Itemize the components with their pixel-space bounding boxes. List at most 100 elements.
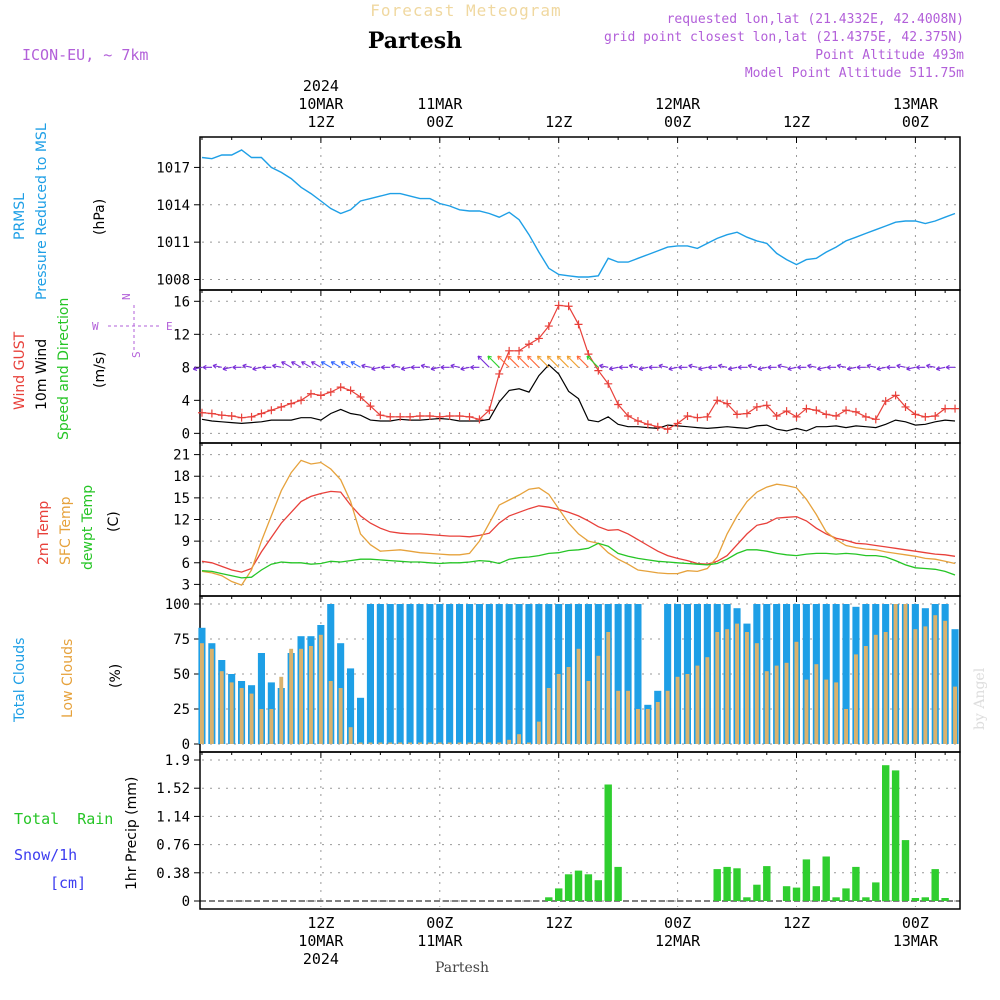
gust-marker: [515, 346, 524, 355]
wind-direction-arrow: [252, 366, 262, 372]
wind-direction-arrow: [717, 363, 728, 369]
total-clouds-bar: [366, 604, 374, 744]
low-clouds-bar: [844, 709, 848, 744]
gust-marker: [277, 402, 286, 411]
gust-marker: [951, 404, 960, 413]
gust-marker: [227, 412, 236, 421]
total-clouds-bar: [674, 604, 682, 744]
temperature-panel: 3 6 9 12 15 18 21: [173, 442, 961, 597]
low-clouds-bar: [715, 632, 720, 744]
ytick-label: 12: [173, 327, 190, 343]
low-clouds-bar: [814, 664, 819, 744]
requested-coords: requested lon,lat (21.4332E, 42.4008N): [667, 12, 964, 27]
rain-bar: [891, 770, 900, 901]
ytick-label: 3: [182, 577, 190, 593]
low-clouds-bar: [626, 690, 630, 744]
point-altitude: Point Altitude 493m: [815, 48, 964, 63]
wind-direction-arrow: [916, 364, 926, 370]
low-clouds-bar: [665, 690, 670, 744]
gust-marker: [822, 410, 831, 419]
rain-bar: [862, 897, 870, 901]
low-clouds-bar: [705, 657, 710, 744]
low-clouds-bar: [408, 742, 412, 744]
rain-bar: [792, 887, 801, 901]
rain-bar: [882, 765, 890, 901]
gust-marker: [663, 425, 672, 434]
gust-marker: [812, 406, 821, 415]
wind-direction-arrow: [410, 364, 420, 370]
low-clouds-bar: [507, 739, 512, 744]
low-clouds-bar: [854, 654, 858, 744]
gust-marker: [832, 412, 841, 421]
wind10m-label: 10m Wind: [34, 339, 50, 410]
low-clouds-bar: [586, 681, 591, 744]
gust-marker: [247, 412, 256, 421]
low-clouds-bar: [784, 662, 789, 744]
wind-direction-arrow: [807, 363, 817, 369]
gust-marker: [703, 412, 712, 421]
low-clouds-bar: [259, 709, 264, 744]
ytick-label: 100: [165, 597, 190, 613]
wind-direction-arrow: [391, 363, 401, 369]
rain-label: Total Rain: [14, 810, 113, 828]
total-clouds-bar: [456, 604, 464, 744]
gust-marker: [653, 422, 662, 431]
total-clouds-bar: [802, 604, 810, 744]
low-clouds-bar: [616, 690, 621, 744]
wind-direction-arrow: [737, 364, 747, 370]
low-clouds-bar: [923, 626, 928, 744]
rain-bar: [812, 886, 820, 901]
gust-marker: [197, 408, 206, 417]
low-clouds-bar: [279, 676, 284, 744]
wind-direction-arrow: [876, 366, 886, 372]
rain-bar: [822, 856, 830, 901]
low-clouds-bar: [249, 693, 254, 744]
total-clouds-bar: [495, 604, 503, 744]
rain-bar: [872, 882, 880, 901]
footer-location: Partesh: [435, 960, 489, 976]
total-clouds-bar: [614, 604, 622, 744]
ytick-label: 18: [173, 469, 190, 485]
gust-marker: [614, 400, 623, 409]
total-clouds-bar: [485, 604, 493, 744]
gust-marker: [455, 412, 464, 421]
wind-direction-arrow: [192, 366, 203, 372]
wind-direction-arrow: [906, 366, 916, 372]
top-time-label: 12Z: [545, 113, 572, 131]
gust-marker: [326, 388, 335, 397]
wind10m-line: [201, 363, 956, 432]
gust-marker: [306, 389, 315, 398]
gust-marker: [386, 412, 395, 421]
wind-direction-arrow: [400, 366, 411, 372]
bottom-time-label: 11MAR: [417, 932, 463, 950]
rain-bar: [832, 897, 840, 901]
dewpt-line: [201, 542, 956, 579]
gust-marker: [544, 322, 553, 331]
top-time-label: 13MAR: [893, 95, 939, 113]
total-clouds-bar: [822, 604, 830, 744]
wind-direction-arrow: [430, 366, 440, 372]
wind-direction-arrow: [556, 355, 569, 368]
ytick-label: 0: [182, 737, 190, 753]
total-clouds-bar: [436, 604, 444, 744]
rain-bar: [743, 897, 751, 901]
low-clouds-bar: [209, 648, 214, 744]
rain-bar: [842, 888, 850, 901]
low-clouds-bar: [834, 682, 839, 744]
low-clouds-bar: [309, 646, 313, 744]
gust-marker: [366, 402, 375, 411]
gust-marker: [901, 402, 910, 411]
snow-label: Snow/1h: [14, 846, 77, 864]
total-clouds-bar: [386, 604, 394, 744]
top-time-label: 11MAR: [417, 95, 463, 113]
gust-marker: [594, 366, 603, 375]
total-clouds-bar: [466, 604, 474, 744]
top-time-label: 12Z: [783, 113, 810, 131]
total-clouds-bar: [624, 604, 632, 744]
low-clouds-bar: [893, 604, 898, 744]
gust-marker: [297, 396, 306, 405]
wind-direction-arrow: [222, 366, 232, 372]
total-clouds-bar: [396, 604, 404, 744]
gust-marker: [842, 406, 851, 415]
top-time-label: 00Z: [426, 113, 453, 131]
